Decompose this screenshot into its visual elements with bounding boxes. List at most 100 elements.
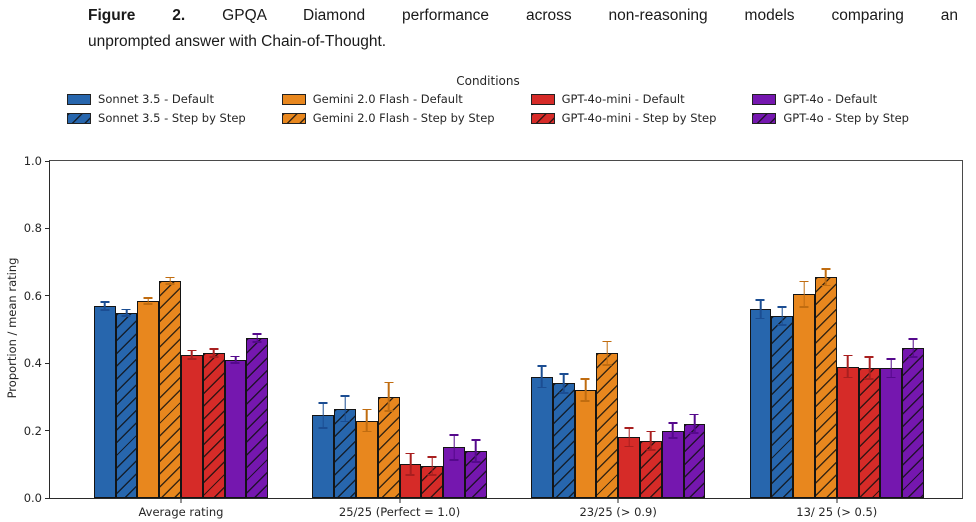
legend-column: Sonnet 3.5 - Default Sonnet 3.5 - Step by…: [67, 92, 246, 125]
error-bar: [668, 422, 678, 440]
bar: [224, 359, 247, 498]
error-bar-line: [890, 358, 893, 379]
error-bar-line: [147, 296, 150, 305]
error-bar: [602, 340, 612, 366]
error-bar-line: [256, 332, 259, 343]
error-bar-cap: [252, 332, 262, 335]
y-tick-label: 0.4: [23, 356, 42, 371]
error-bar-line: [322, 401, 325, 429]
error-bar: [755, 299, 765, 320]
error-bar: [230, 355, 240, 364]
legend-label: GPT-4o - Step by Step: [783, 111, 909, 125]
error-bar: [362, 408, 372, 433]
error-bar-cap: [209, 348, 219, 350]
error-bar-cap: [165, 283, 175, 285]
error-bar-line: [169, 276, 171, 285]
error-bar-cap: [252, 341, 262, 343]
error-bar-cap: [908, 337, 918, 340]
bar: [836, 366, 859, 498]
legend-label: Gemini 2.0 Flash - Default: [312, 92, 463, 106]
error-bar-cap: [143, 296, 153, 299]
error-bar: [100, 300, 110, 311]
error-bar-line: [825, 268, 827, 287]
error-bar-cap: [559, 373, 569, 375]
bar: [771, 316, 794, 498]
error-bar-cap: [624, 445, 634, 448]
error-bar-cap: [843, 354, 853, 357]
error-bar-line: [344, 395, 346, 423]
error-bar: [777, 305, 787, 327]
error-bar: [405, 452, 415, 477]
error-bar-cap: [187, 349, 197, 352]
error-bar-cap: [471, 460, 481, 463]
error-bar-cap: [864, 356, 874, 359]
x-tick-mark: [180, 498, 182, 503]
error-bar-line: [103, 300, 106, 311]
error-bar-line: [366, 408, 368, 433]
error-bar: [689, 413, 699, 434]
bar: [115, 312, 138, 498]
legend-swatch: [281, 93, 306, 105]
error-bar-line: [191, 349, 193, 360]
error-bar-cap: [602, 363, 612, 366]
legend-label: GPT-4o-mini - Default: [561, 92, 685, 106]
bar: [180, 354, 203, 498]
error-bar-line: [912, 337, 914, 359]
legend-entry: Sonnet 3.5 - Default: [67, 92, 246, 106]
error-bar-cap: [471, 439, 481, 441]
legend-column: GPT-4o-mini - Default GPT-4o-mini - Step …: [530, 92, 716, 125]
bar: [880, 368, 903, 498]
y-tick-mark: [45, 295, 50, 297]
x-tick-label: Average rating: [138, 505, 224, 519]
error-bar-cap: [384, 410, 394, 413]
bar: [159, 280, 181, 498]
x-tick-label: 25/25 (Perfect = 1.0): [338, 505, 461, 519]
legend-title: Conditions: [456, 74, 520, 88]
y-tick-mark: [45, 430, 50, 432]
error-bar-cap: [449, 459, 459, 461]
bar: [902, 348, 924, 498]
error-bar: [340, 395, 350, 423]
bar: [793, 294, 815, 498]
error-bar-cap: [559, 391, 569, 394]
x-tick-mark: [617, 498, 619, 503]
error-bar-line: [846, 354, 849, 379]
error-bar-cap: [886, 376, 896, 379]
legend-swatch: [530, 93, 555, 105]
legend-swatch: [752, 93, 777, 105]
error-bar-cap: [602, 340, 612, 343]
legend-label: Gemini 2.0 Flash - Step by Step: [312, 111, 495, 125]
error-bar: [449, 433, 459, 461]
error-bar-line: [606, 340, 609, 366]
error-bar-cap: [799, 280, 809, 283]
legend-column: Gemini 2.0 Flash - Default Gemini 2.0 Fla…: [281, 92, 495, 125]
error-bar-cap: [537, 364, 547, 367]
error-bar-line: [650, 430, 652, 451]
error-bar-cap: [755, 299, 765, 301]
error-bar-cap: [777, 324, 787, 327]
error-bar-line: [387, 381, 390, 413]
error-bar-cap: [121, 315, 131, 317]
error-bar-line: [453, 433, 455, 461]
error-bar-cap: [405, 452, 415, 455]
legend-entry: GPT-4o - Default: [752, 92, 909, 106]
error-bar-line: [475, 439, 477, 463]
error-bar-cap: [318, 427, 328, 429]
error-bar-cap: [537, 386, 547, 389]
error-bar-cap: [821, 284, 831, 287]
legend-entry: Sonnet 3.5 - Step by Step: [67, 111, 246, 125]
error-bar: [471, 439, 481, 463]
error-bar: [252, 332, 262, 343]
error-bar: [537, 364, 547, 389]
error-bar-cap: [755, 317, 765, 320]
error-bar-cap: [318, 401, 328, 404]
error-bar-cap: [689, 413, 699, 416]
legend-entry: GPT-4o - Step by Step: [752, 111, 909, 125]
error-bar-cap: [362, 430, 372, 433]
legend-swatch: [752, 112, 777, 124]
y-tick-mark: [45, 497, 50, 499]
bar: [858, 368, 881, 498]
error-bar-cap: [405, 474, 415, 477]
bar: [530, 376, 553, 498]
